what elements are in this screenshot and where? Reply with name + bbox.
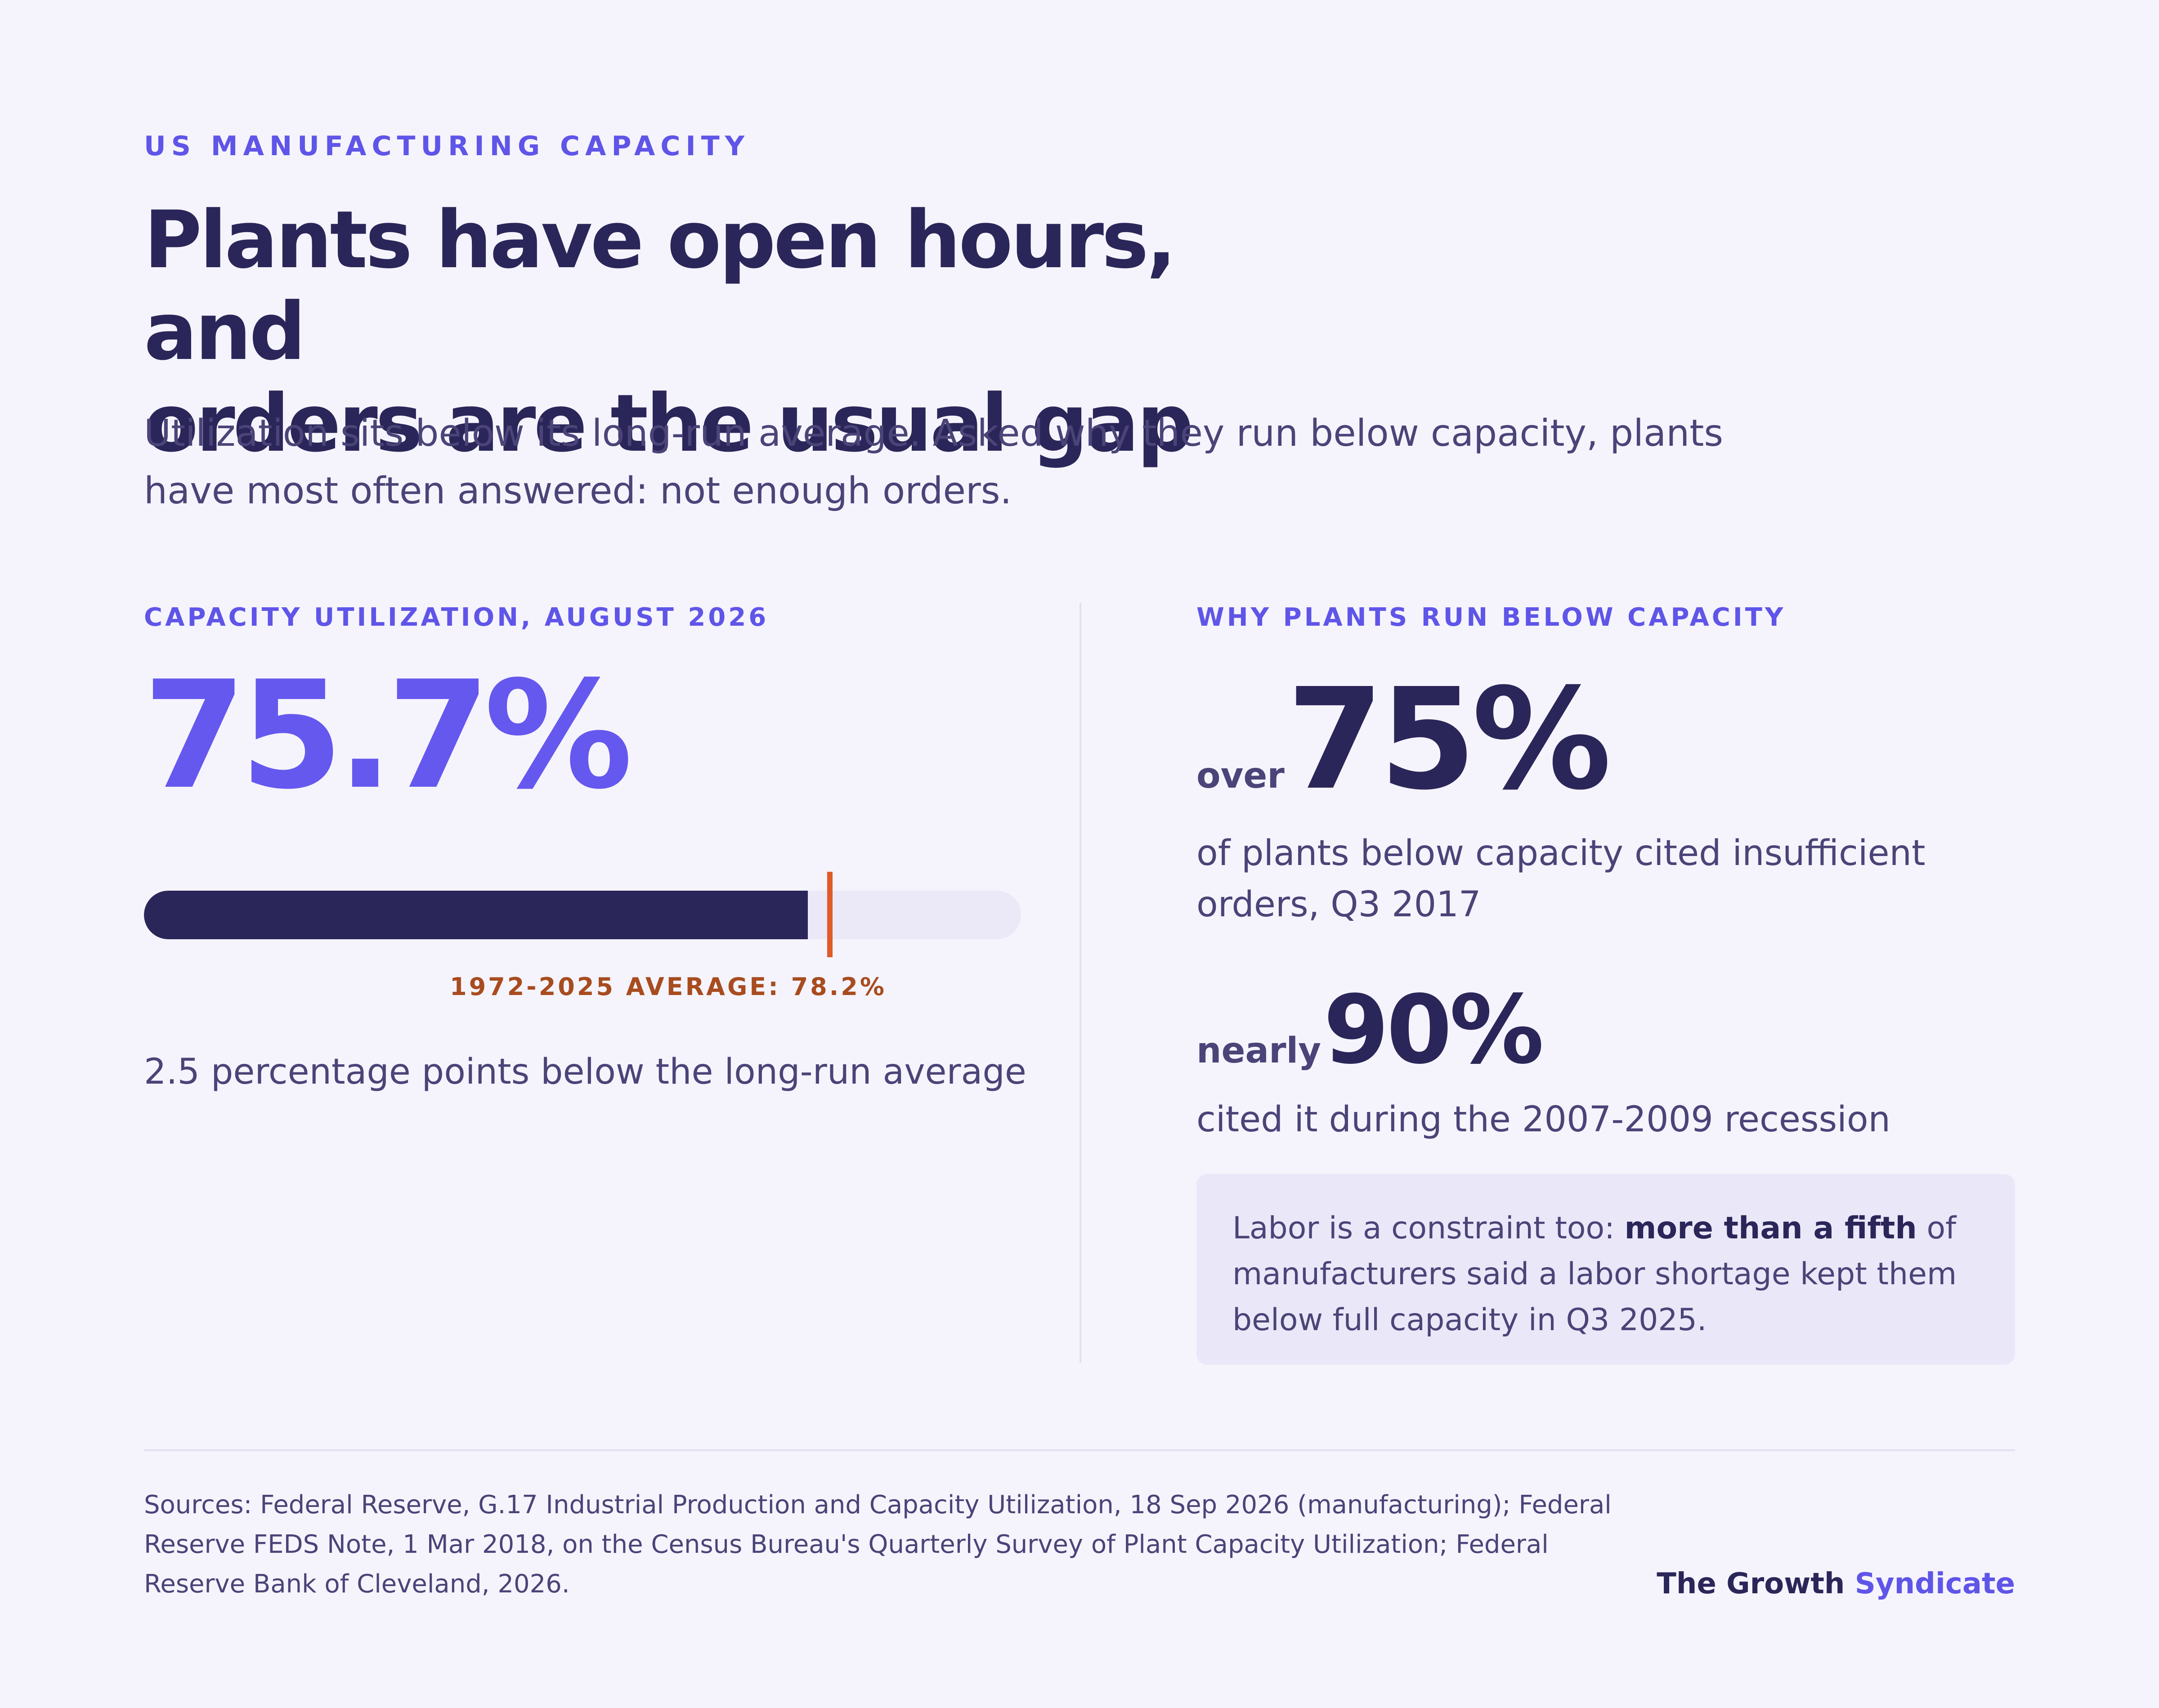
average-marker — [827, 872, 833, 957]
stat-orders-2017-description: of plants below capacity cited insuffici… — [1196, 833, 1926, 925]
labor-callout: Labor is a constraint too: more than a f… — [1196, 1174, 2015, 1365]
labor-callout-emphasis: more than a fifth — [1624, 1210, 1917, 1246]
stat-orders-recession-description: cited it during the 2007-2009 recession — [1196, 1099, 1890, 1140]
kicker: US MANUFACTURING CAPACITY — [144, 130, 750, 162]
utilization-section-label: CAPACITY UTILIZATION, AUGUST 2026 — [144, 603, 769, 632]
brand-name-part-1: The Growth — [1657, 1567, 1845, 1600]
page-title-line-2: orders are the usual gap — [144, 377, 1194, 470]
utilization-note: 2.5 percentage points below the long-run… — [144, 1052, 1026, 1092]
stat-orders-recession: nearly 90% — [1196, 975, 1544, 1085]
stat-orders-2017-qualifier: over — [1196, 756, 1285, 796]
footer-divider — [144, 1449, 2015, 1451]
stat-orders-recession-qualifier: nearly — [1196, 1031, 1321, 1071]
page-title: Plants have open hours, and orders are t… — [144, 194, 1358, 470]
stat-orders-recession-value: 90% — [1323, 975, 1544, 1085]
brand-name-part-2: Syndicate — [1854, 1567, 2015, 1600]
utilization-bar — [144, 891, 1021, 939]
panel-divider — [1080, 603, 1081, 1363]
utilization-bar-fill — [144, 891, 808, 939]
page-subtitle: Utilization sits below its long-run aver… — [144, 412, 1724, 512]
page-title-line-1: Plants have open hours, and — [144, 194, 1177, 378]
stat-orders-2017: over 75% — [1196, 666, 1612, 814]
brand-logo: The Growth Syndicate — [1657, 1567, 2015, 1600]
stat-orders-2017-value: 75% — [1286, 659, 1612, 821]
sources-note: Sources: Federal Reserve, G.17 Industria… — [144, 1490, 1612, 1599]
average-label: 1972-2025 AVERAGE: 78.2% — [450, 973, 887, 1001]
utilization-value: 75.7% — [143, 649, 633, 822]
reasons-section-label: WHY PLANTS RUN BELOW CAPACITY — [1196, 603, 1786, 632]
labor-callout-text-start: Labor is a constraint too: — [1232, 1210, 1625, 1246]
labor-callout-text-end: of manufacturers said a labor shortage k… — [1232, 1210, 1957, 1338]
